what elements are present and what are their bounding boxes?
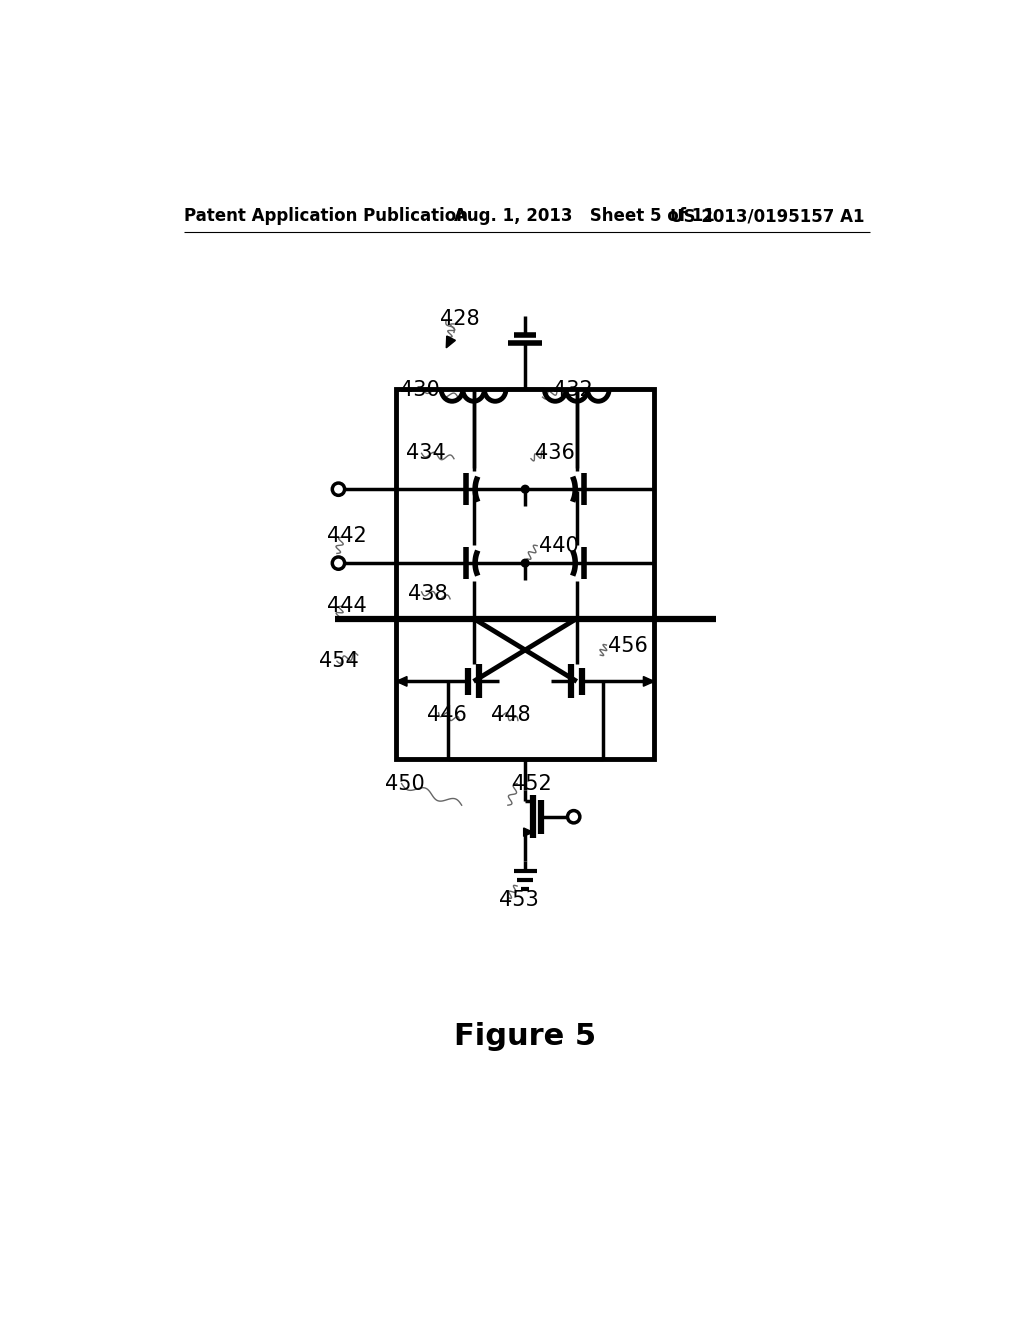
Text: 438: 438 <box>408 585 447 605</box>
Text: 454: 454 <box>319 651 359 671</box>
Text: 430: 430 <box>400 380 440 400</box>
Text: 452: 452 <box>512 775 552 795</box>
Polygon shape <box>396 677 407 686</box>
Text: 434: 434 <box>407 444 446 463</box>
Text: 442: 442 <box>327 527 367 546</box>
Polygon shape <box>523 828 532 837</box>
Text: 453: 453 <box>499 890 539 909</box>
Bar <box>396 389 654 759</box>
Text: 450: 450 <box>385 775 424 795</box>
Text: 440: 440 <box>539 536 579 556</box>
Text: Figure 5: Figure 5 <box>454 1022 596 1051</box>
Circle shape <box>521 560 529 568</box>
Text: 444: 444 <box>327 595 367 615</box>
Text: 428: 428 <box>440 309 479 329</box>
Text: Aug. 1, 2013   Sheet 5 of 11: Aug. 1, 2013 Sheet 5 of 11 <box>454 207 715 226</box>
Polygon shape <box>446 337 456 348</box>
Text: 456: 456 <box>608 636 648 656</box>
Text: 436: 436 <box>535 444 574 463</box>
Text: US 2013/0195157 A1: US 2013/0195157 A1 <box>670 207 864 226</box>
Text: Patent Application Publication: Patent Application Publication <box>184 207 468 226</box>
Text: 432: 432 <box>553 380 592 400</box>
Circle shape <box>521 486 529 494</box>
Polygon shape <box>643 677 654 686</box>
Text: 448: 448 <box>490 705 530 725</box>
Text: 446: 446 <box>427 705 467 725</box>
